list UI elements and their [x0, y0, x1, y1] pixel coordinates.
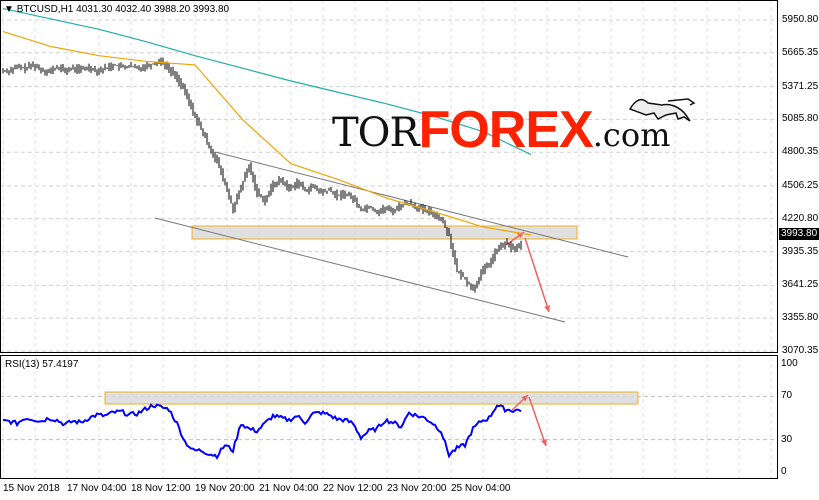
rsi-tick-label: 30	[781, 433, 793, 445]
rsi-arrow-down	[528, 396, 547, 447]
price-tick-label: 3355.80	[782, 312, 819, 324]
price-tick-label: 3070.35	[782, 345, 819, 356]
arrow-down	[524, 237, 550, 313]
rsi-line	[2, 403, 522, 460]
logo-tor: TOR	[332, 110, 420, 156]
rsi-panel-border	[0, 355, 778, 479]
channel-lower-line	[154, 217, 566, 323]
price-tick-label: 5085.80	[782, 113, 819, 125]
annotations	[104, 151, 639, 447]
time-tick-label: 19 Nov 20:00	[195, 483, 255, 494]
time-tick-label: 25 Nov 04:00	[451, 483, 511, 494]
torforex-logo: TOR FOREX .com	[332, 101, 671, 159]
arrow-down-head	[544, 305, 550, 312]
symbol-header: ▼ BTCUSD,H1 4031.30 4032.40 3988.20 3993…	[4, 4, 229, 15]
price-tick-label: 4506.25	[782, 179, 819, 191]
rsi-arrow-down-head	[541, 439, 547, 446]
time-tick-label: 18 Nov 12:00	[131, 483, 191, 494]
price-tick-label: 3935.35	[782, 245, 819, 257]
symbol-ohlc: BTCUSD,H1 4031.30 4032.40 3988.20 3993.8…	[16, 4, 230, 15]
bull-icon	[628, 98, 696, 122]
time-tick-label: 15 Nov 2018	[3, 483, 60, 494]
dropdown-triangle-icon[interactable]: ▼	[4, 4, 17, 15]
price-tick-label: 3641.25	[782, 279, 819, 291]
logo-com: .com	[592, 116, 671, 154]
rsi-tick-label: 100	[781, 358, 798, 369]
time-tick-label: 17 Nov 04:00	[67, 483, 127, 494]
price-tick-label: 4800.35	[782, 146, 819, 158]
price-tick-label: 5371.25	[782, 80, 819, 92]
rsi-resistance-zone	[104, 391, 639, 405]
rsi-tick-label: 70	[781, 390, 793, 402]
price-tick-label: 5665.35	[782, 46, 819, 58]
resistance-zone	[191, 225, 578, 240]
price-bars	[2, 57, 522, 293]
rsi-label: RSI(13) 57.4197	[5, 359, 79, 370]
rsi-series	[2, 403, 522, 460]
ma-fast-line	[2, 31, 532, 236]
time-tick-label: 23 Nov 20:00	[387, 483, 447, 494]
time-tick-label: 22 Nov 12:00	[323, 483, 383, 494]
rsi-tick-label: 0	[781, 466, 787, 477]
logo-forex: FOREX	[418, 101, 594, 159]
current-price-label: 3993.80	[779, 228, 819, 240]
rsi-arrow-up-head	[521, 395, 528, 402]
main-panel-border	[0, 0, 778, 353]
moving-averages	[2, 8, 532, 236]
price-tick-label: 5950.80	[782, 14, 819, 25]
price-tick-label: 4220.80	[782, 212, 819, 224]
ma-slow-line	[2, 8, 532, 156]
time-tick-label: 21 Nov 04:00	[259, 483, 319, 494]
